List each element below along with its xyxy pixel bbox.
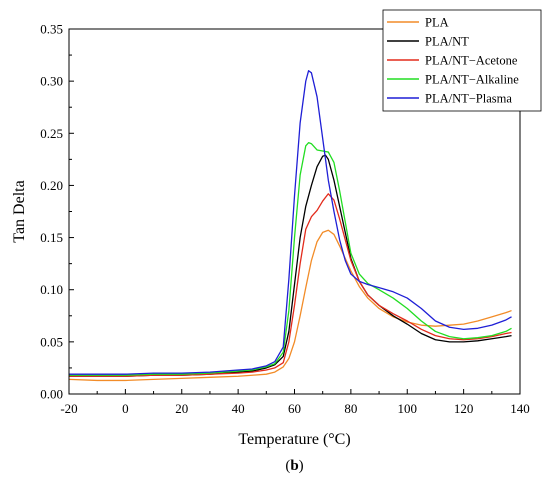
x-tick-label: 140 [510,401,530,416]
y-tick-label: 0.10 [40,282,63,297]
plot-area: -20 0 20 40 60 80 100 120 140 0.000.050.100.150.… [40,22,530,417]
series-line-3 [69,142,512,376]
x-tick-label: 120 [454,401,474,416]
y-tick-label: 0.35 [40,22,63,37]
x-tick-label: 40 [232,401,245,416]
legend-label-4: PLA/NT−Plasma [425,92,512,106]
legend-label-3: PLA/NT−Alkaline [425,73,519,87]
legend-label-1: PLA/NT [425,35,469,49]
legend-items: PLA PLA/NT PLA/NT−Acetone PLA/NT−Alkaline PL… [387,16,519,106]
y-axis-label: Tan Delta [11,180,28,242]
x-tick-label: -20 [60,401,77,416]
x-tick-label: 0 [122,401,129,416]
y-tick-label: 0.25 [40,126,63,141]
x-axis-label: Temperature (°C) [238,431,350,448]
y-axis-ticks: 0.00 0.05 0.10 0.15 0.20 0.25 0.30 0.35 [40,22,74,402]
x-axis-ticks: -20 0 20 40 60 80 100 120 140 [60,389,530,416]
x-tick-label: 80 [344,401,357,416]
x-tick-label: 20 [175,401,188,416]
y-tick-label: 0.00 [40,387,63,402]
y-tick-label: 0.05 [40,334,63,349]
legend-label-0: PLA [425,16,449,30]
caption-close: ) [299,458,304,474]
legend: PLA PLA/NT PLA/NT−Acetone PLA/NT−Alkaline PL… [382,9,542,112]
caption-letter: b [290,458,298,474]
y-tick-label: 0.30 [40,74,63,89]
x-tick-label: 100 [398,401,418,416]
y-tick-label: 0.15 [40,230,63,245]
caption-open: ( [285,458,290,474]
figure-caption: (b) [285,458,303,474]
legend-label-2: PLA/NT−Acetone [425,54,518,68]
y-tick-label: 0.20 [40,178,63,193]
x-tick-label: 60 [288,401,301,416]
data-curves [68,70,512,382]
series-line-0 [68,229,512,382]
series-line-4 [69,70,512,375]
series-line-2 [69,193,512,377]
